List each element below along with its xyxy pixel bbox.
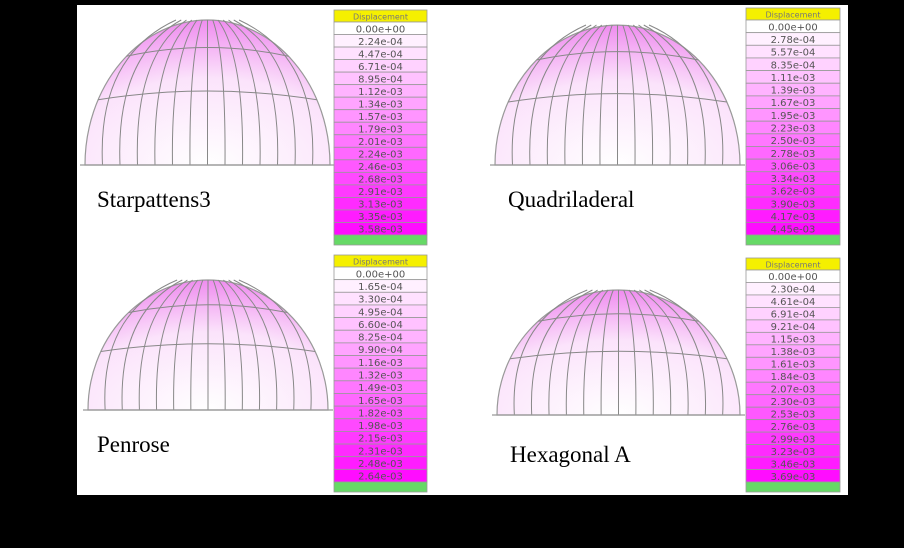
legend-entry: 0.00e+00 (768, 272, 818, 283)
legend-entry: 2.24e-04 (358, 37, 403, 48)
legend-entry: 1.98e-03 (358, 421, 403, 432)
legend-entry: 3.62e-03 (771, 187, 816, 198)
legend-entry: 1.67e-03 (771, 98, 816, 109)
legend-entry: 1.65e-04 (358, 282, 403, 293)
legend-entry: 2.30e-03 (771, 397, 816, 408)
legend-entry: 2.15e-03 (358, 434, 403, 445)
legend: Displacement 0.00e+00 2.78e-04 5.57e-048.35… (746, 8, 840, 245)
legend-entry: 2.01e-03 (358, 137, 403, 148)
legend-entry: 4.17e-03 (771, 212, 816, 223)
legend-entry: 3.23e-03 (771, 447, 816, 458)
legend-entry: 3.58e-03 (358, 225, 403, 236)
legend-entry: 2.23e-03 (771, 124, 816, 135)
legend-entry: 1.34e-03 (358, 99, 403, 110)
legend-entry: 2.30e-04 (771, 285, 816, 296)
legend-entry: 2.46e-03 (358, 162, 403, 173)
legend-entry: 2.68e-03 (358, 175, 403, 186)
legend-entry: 2.31e-03 (358, 446, 403, 457)
legend-entry: 4.61e-04 (771, 297, 816, 308)
legend-entry: 1.65e-03 (358, 396, 403, 407)
legend-entry: 3.90e-03 (771, 199, 816, 210)
panel-label: Starpattens3 (97, 187, 211, 212)
legend-entry: 0.00e+00 (768, 22, 818, 33)
legend-title: Displacement (766, 11, 821, 20)
legend-entry: 3.13e-03 (358, 200, 403, 211)
legend-footer (334, 482, 427, 492)
legend-entry: 2.76e-03 (771, 422, 816, 433)
legend-entry: 1.12e-03 (358, 87, 403, 98)
legend-entry: 5.57e-04 (771, 48, 816, 59)
panel-label: Penrose (97, 432, 170, 457)
legend-entry: 1.79e-03 (358, 125, 403, 136)
legend-footer (746, 482, 840, 492)
legend-entry: 2.78e-03 (771, 149, 816, 160)
legend-entry: 0.00e+00 (356, 24, 406, 35)
legend-entry: 6.71e-04 (358, 62, 403, 73)
panel-label: Quadriladeral (508, 187, 634, 212)
legend-entry: 2.99e-03 (771, 434, 816, 445)
legend-entry: 6.91e-04 (771, 310, 816, 321)
legend-title: Displacement (353, 258, 408, 267)
legend-footer (746, 235, 840, 245)
legend-entry: 2.48e-03 (358, 459, 403, 470)
legend-entry: 3.06e-03 (771, 161, 816, 172)
legend-entry: 0.00e+00 (356, 269, 406, 280)
legend-entry: 1.95e-03 (771, 111, 816, 122)
legend-entry: 8.35e-04 (771, 60, 816, 71)
legend-entry: 3.30e-04 (358, 295, 403, 306)
legend-entry: 3.34e-03 (771, 174, 816, 185)
legend-entry: 2.53e-03 (771, 409, 816, 420)
legend-entry: 2.24e-03 (358, 150, 403, 161)
legend-entry: 3.69e-03 (771, 472, 816, 483)
legend-entry: 1.84e-03 (771, 372, 816, 383)
legend-footer (334, 235, 427, 245)
legend-entry: 4.47e-04 (358, 49, 403, 60)
legend-entry: 8.25e-04 (358, 333, 403, 344)
legend-entry: 1.49e-03 (358, 383, 403, 394)
legend-entry: 1.32e-03 (358, 371, 403, 382)
legend-entry: 1.16e-03 (358, 358, 403, 369)
legend-entry: 2.07e-03 (771, 384, 816, 395)
legend-entry: 2.64e-03 (358, 472, 403, 483)
legend-entry: 4.95e-04 (358, 307, 403, 318)
legend-entry: 1.39e-03 (771, 86, 816, 97)
legend-entry: 6.60e-04 (358, 320, 403, 331)
legend-entry: 9.90e-04 (358, 345, 403, 356)
legend: Displacement 0.00e+00 1.65e-04 3.30e-044.95… (334, 255, 427, 492)
legend-entry: 3.35e-03 (358, 212, 403, 223)
legend-title: Displacement (353, 13, 408, 22)
legend-entry: 8.95e-04 (358, 74, 403, 85)
legend-entry: 2.91e-03 (358, 187, 403, 198)
legend-entry: 1.61e-03 (771, 360, 816, 371)
legend: Displacement 0.00e+00 2.30e-044.61e-04 6.91… (746, 258, 840, 492)
legend-entry: 1.38e-03 (771, 347, 816, 358)
legend-title: Displacement (766, 261, 821, 270)
legend-entry: 2.78e-04 (771, 35, 816, 46)
legend-entry: 1.11e-03 (771, 73, 816, 84)
legend: Displacement 0.00e+00 2.24e-044.47e-04 6.71… (334, 10, 427, 245)
legend-entry: 1.82e-03 (358, 408, 403, 419)
panel-label: Hexagonal A (510, 442, 631, 467)
legend-entry: 1.15e-03 (771, 335, 816, 346)
legend-entry: 9.21e-04 (771, 322, 816, 333)
legend-entry: 3.46e-03 (771, 459, 816, 470)
legend-entry: 1.57e-03 (358, 112, 403, 123)
legend-entry: 2.50e-03 (771, 136, 816, 147)
legend-entry: 4.45e-03 (771, 225, 816, 236)
figure: Starpattens3 Displacement 0.00e+00 2.24e-04… (0, 0, 904, 548)
